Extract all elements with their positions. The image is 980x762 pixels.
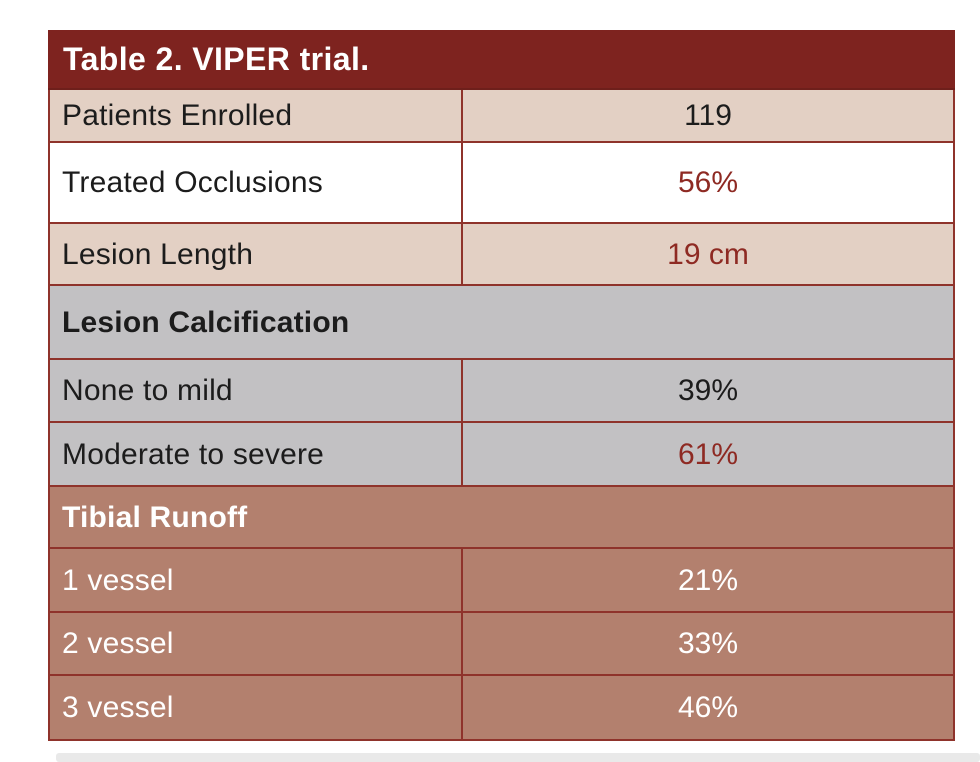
- slide-edge-divider: [56, 753, 980, 762]
- row-label-treated-occlusions: Treated Occlusions: [48, 141, 463, 224]
- row-label-1-vessel: 1 vessel: [48, 547, 463, 613]
- row-value-none-to-mild: 39%: [460, 358, 956, 423]
- table-row-none-to-mild: None to mild 39%: [48, 358, 956, 423]
- row-label-none-to-mild: None to mild: [48, 358, 463, 423]
- section-row-tibial-runoff: Tibial Runoff: [47, 485, 956, 549]
- table-title-row: Table 2. VIPER trial.: [47, 30, 956, 90]
- row-label-lesion-length: Lesion Length: [48, 222, 463, 286]
- table-title: Table 2. VIPER trial.: [47, 30, 956, 90]
- row-value-patients-enrolled: 119: [460, 88, 956, 143]
- table-row-1-vessel: 1 vessel 21%: [48, 547, 956, 613]
- section-header-lesion-calcification: Lesion Calcification: [47, 284, 956, 360]
- table-row-patients-enrolled: Patients Enrolled 119: [48, 88, 956, 143]
- row-value-2-vessel: 33%: [460, 611, 956, 676]
- table-row-treated-occlusions: Treated Occlusions 56%: [48, 141, 956, 224]
- row-label-2-vessel: 2 vessel: [48, 611, 463, 676]
- row-value-lesion-length: 19 cm: [460, 222, 956, 286]
- row-value-3-vessel: 46%: [460, 674, 956, 741]
- row-label-patients-enrolled: Patients Enrolled: [48, 88, 463, 143]
- row-value-moderate-to-severe: 61%: [460, 421, 956, 487]
- section-header-tibial-runoff: Tibial Runoff: [47, 485, 956, 549]
- section-row-lesion-calcification: Lesion Calcification: [47, 284, 956, 360]
- row-label-3-vessel: 3 vessel: [48, 674, 463, 741]
- row-value-1-vessel: 21%: [460, 547, 956, 613]
- table-row-moderate-to-severe: Moderate to severe 61%: [48, 421, 956, 487]
- row-label-moderate-to-severe: Moderate to severe: [48, 421, 463, 487]
- table-row-3-vessel: 3 vessel 46%: [48, 674, 956, 741]
- table-row-lesion-length: Lesion Length 19 cm: [48, 222, 956, 286]
- viper-trial-table: Table 2. VIPER trial. Patients Enrolled …: [47, 30, 956, 741]
- row-value-treated-occlusions: 56%: [460, 141, 956, 224]
- table-row-2-vessel: 2 vessel 33%: [48, 611, 956, 676]
